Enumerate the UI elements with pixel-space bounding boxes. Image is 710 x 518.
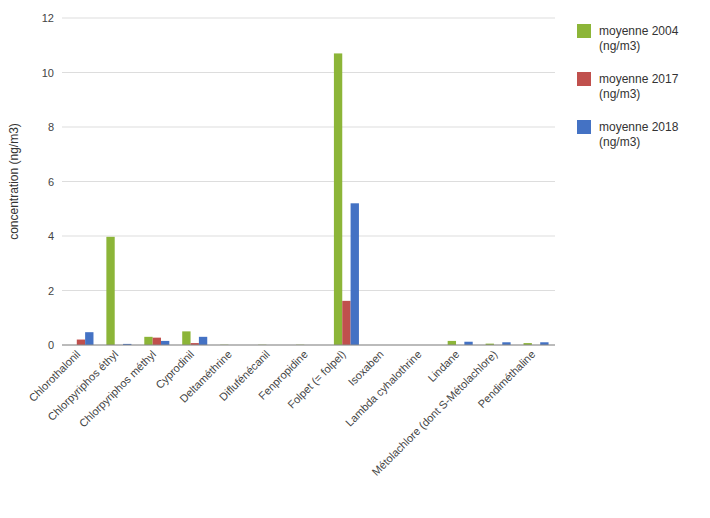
bar (342, 301, 350, 345)
y-tick-label: 0 (48, 339, 54, 351)
x-axis: ChlorothalonilChlorpyriphos éthylChlorpy… (26, 348, 537, 478)
legend-label: moyenne 2017(ng/m3) (599, 72, 679, 101)
grid-line (62, 236, 555, 237)
x-tick-label: Chlorpyriphos éthyl (45, 348, 120, 423)
grid-line (62, 18, 555, 19)
x-tick-label: Chlorpyriphos méthyl (77, 348, 159, 430)
y-axis: 0 2 4 6 8 10 12 (42, 12, 555, 351)
bar (77, 340, 85, 345)
y-axis-label: concentration (ng/m3) (7, 123, 21, 240)
grid-line (62, 181, 555, 182)
grid-line (62, 127, 555, 128)
bar (351, 203, 359, 345)
bar (334, 53, 342, 345)
bar (199, 337, 207, 345)
legend-label: moyenne 2018(ng/m3) (599, 120, 679, 149)
y-tick-label: 6 (48, 176, 54, 188)
bar (85, 332, 93, 345)
legend-swatch (577, 72, 591, 86)
x-tick-label: Isoxaben (346, 348, 386, 388)
grid-line (62, 290, 555, 291)
bar (161, 341, 169, 345)
grid-line (62, 345, 555, 346)
x-tick-label: Pendiméthaline (475, 348, 537, 410)
bar (448, 341, 456, 345)
legend-swatch (577, 24, 591, 38)
grid-line (62, 72, 555, 73)
x-axis-line (62, 345, 555, 346)
y-tick-label: 10 (42, 67, 54, 79)
y-tick-label: 4 (48, 230, 54, 242)
y-tick-label: 12 (42, 12, 54, 24)
legend-swatch (577, 120, 591, 134)
bar (182, 331, 190, 345)
legend: moyenne 2004(ng/m3) moyenne 2017(ng/m3) mo… (577, 24, 679, 149)
chart: 0 2 4 6 8 10 12 ChlorothalonilChlorpyriphos éth… (0, 0, 710, 518)
x-tick-label: Métolachlore (dont S-Métolachlore) (370, 348, 500, 478)
x-tick-label: Folpet (= folpel) (285, 348, 348, 411)
y-tick-label: 2 (48, 285, 54, 297)
bar (106, 237, 114, 345)
bar (144, 337, 152, 345)
x-tick-label: Lindane (425, 348, 461, 384)
bars (77, 53, 549, 345)
legend-label: moyenne 2004(ng/m3) (599, 24, 679, 53)
y-tick-label: 8 (48, 121, 54, 133)
x-tick-label: Lambda cyhalothrine (343, 348, 424, 429)
bar (153, 338, 161, 345)
